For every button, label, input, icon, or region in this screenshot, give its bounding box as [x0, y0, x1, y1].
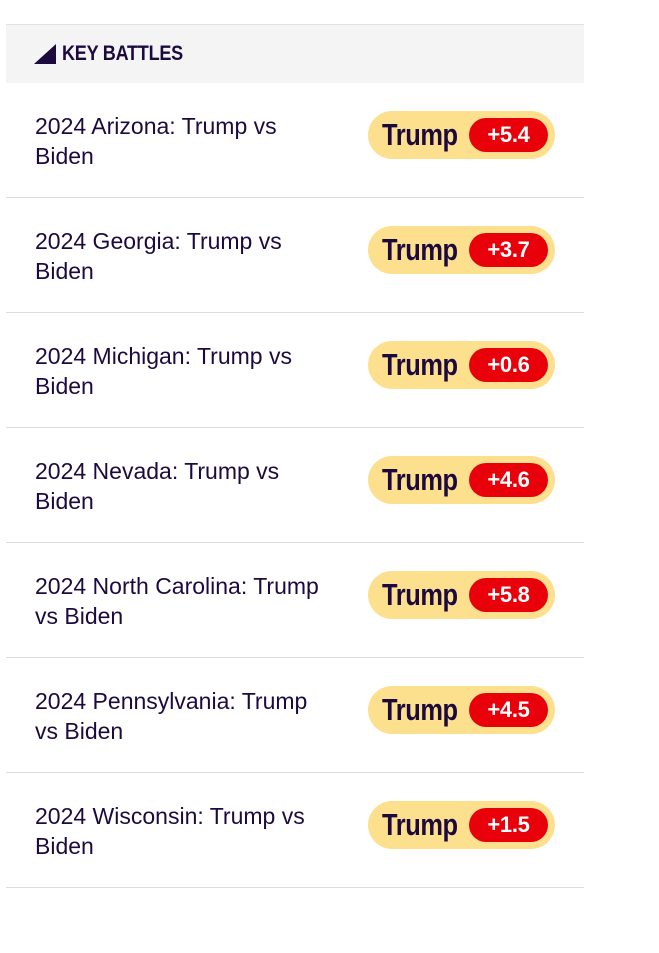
spread-badge: +5.4 [469, 118, 548, 152]
race-row-arizona[interactable]: 2024 Arizona: Trump vs Biden Trump +5.4 [6, 83, 584, 198]
spread-badge: +5.8 [469, 578, 548, 612]
race-title[interactable]: 2024 Nevada: Trump vs Biden [35, 458, 280, 514]
spread-badge: +1.5 [469, 808, 548, 842]
spread-badge: +4.5 [469, 693, 548, 727]
race-row-north-carolina[interactable]: 2024 North Carolina: Trump vs Biden Trum… [6, 543, 584, 658]
spread-badge: +4.6 [469, 463, 548, 497]
key-battles-panel: KEY BATTLES 2024 Arizona: Trump vs Biden… [6, 24, 584, 888]
key-battles-header: KEY BATTLES [6, 24, 584, 83]
leader-pill[interactable]: Trump +4.5 [368, 686, 555, 734]
race-row-wisconsin[interactable]: 2024 Wisconsin: Trump vs Biden Trump +1.… [6, 773, 584, 888]
leader-pill[interactable]: Trump +4.6 [368, 456, 555, 504]
leader-pill[interactable]: Trump +1.5 [368, 801, 555, 849]
section-title: KEY BATTLES [62, 42, 183, 65]
leader-name: Trump [382, 692, 458, 727]
race-title[interactable]: 2024 Pennsylvania: Trump vs Biden [35, 688, 308, 744]
race-row-pennsylvania[interactable]: 2024 Pennsylvania: Trump vs Biden Trump … [6, 658, 584, 773]
race-title[interactable]: 2024 Michigan: Trump vs Biden [35, 343, 292, 399]
race-title[interactable]: 2024 Arizona: Trump vs Biden [35, 113, 277, 169]
race-title[interactable]: 2024 Georgia: Trump vs Biden [35, 228, 282, 284]
race-row-michigan[interactable]: 2024 Michigan: Trump vs Biden Trump +0.6 [6, 313, 584, 428]
spread-badge: +0.6 [469, 348, 548, 382]
leader-name: Trump [382, 462, 458, 497]
race-title[interactable]: 2024 Wisconsin: Trump vs Biden [35, 803, 305, 859]
race-row-nevada[interactable]: 2024 Nevada: Trump vs Biden Trump +4.6 [6, 428, 584, 543]
leader-pill[interactable]: Trump +5.8 [368, 571, 555, 619]
leader-name: Trump [382, 347, 458, 382]
leader-pill[interactable]: Trump +0.6 [368, 341, 555, 389]
leader-name: Trump [382, 807, 458, 842]
leader-name: Trump [382, 232, 458, 267]
race-title[interactable]: 2024 North Carolina: Trump vs Biden [35, 573, 319, 629]
race-row-georgia[interactable]: 2024 Georgia: Trump vs Biden Trump +3.7 [6, 198, 584, 313]
leader-pill[interactable]: Trump +5.4 [368, 111, 555, 159]
leader-pill[interactable]: Trump +3.7 [368, 226, 555, 274]
leader-name: Trump [382, 577, 458, 612]
leader-name: Trump [382, 117, 458, 152]
spread-badge: +3.7 [469, 233, 548, 267]
triangle-icon [34, 44, 56, 64]
